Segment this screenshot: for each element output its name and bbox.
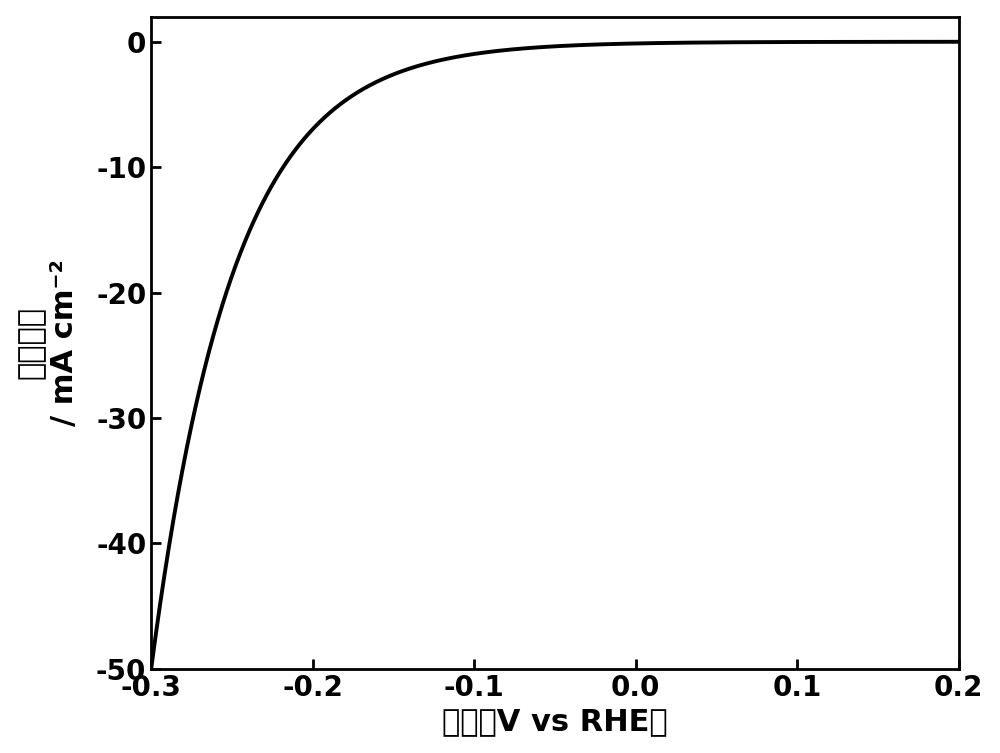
X-axis label: 电位（V vs RHE）: 电位（V vs RHE） [442, 707, 668, 736]
Y-axis label: 电流密度
/ mA cm⁻²: 电流密度 / mA cm⁻² [17, 259, 79, 426]
